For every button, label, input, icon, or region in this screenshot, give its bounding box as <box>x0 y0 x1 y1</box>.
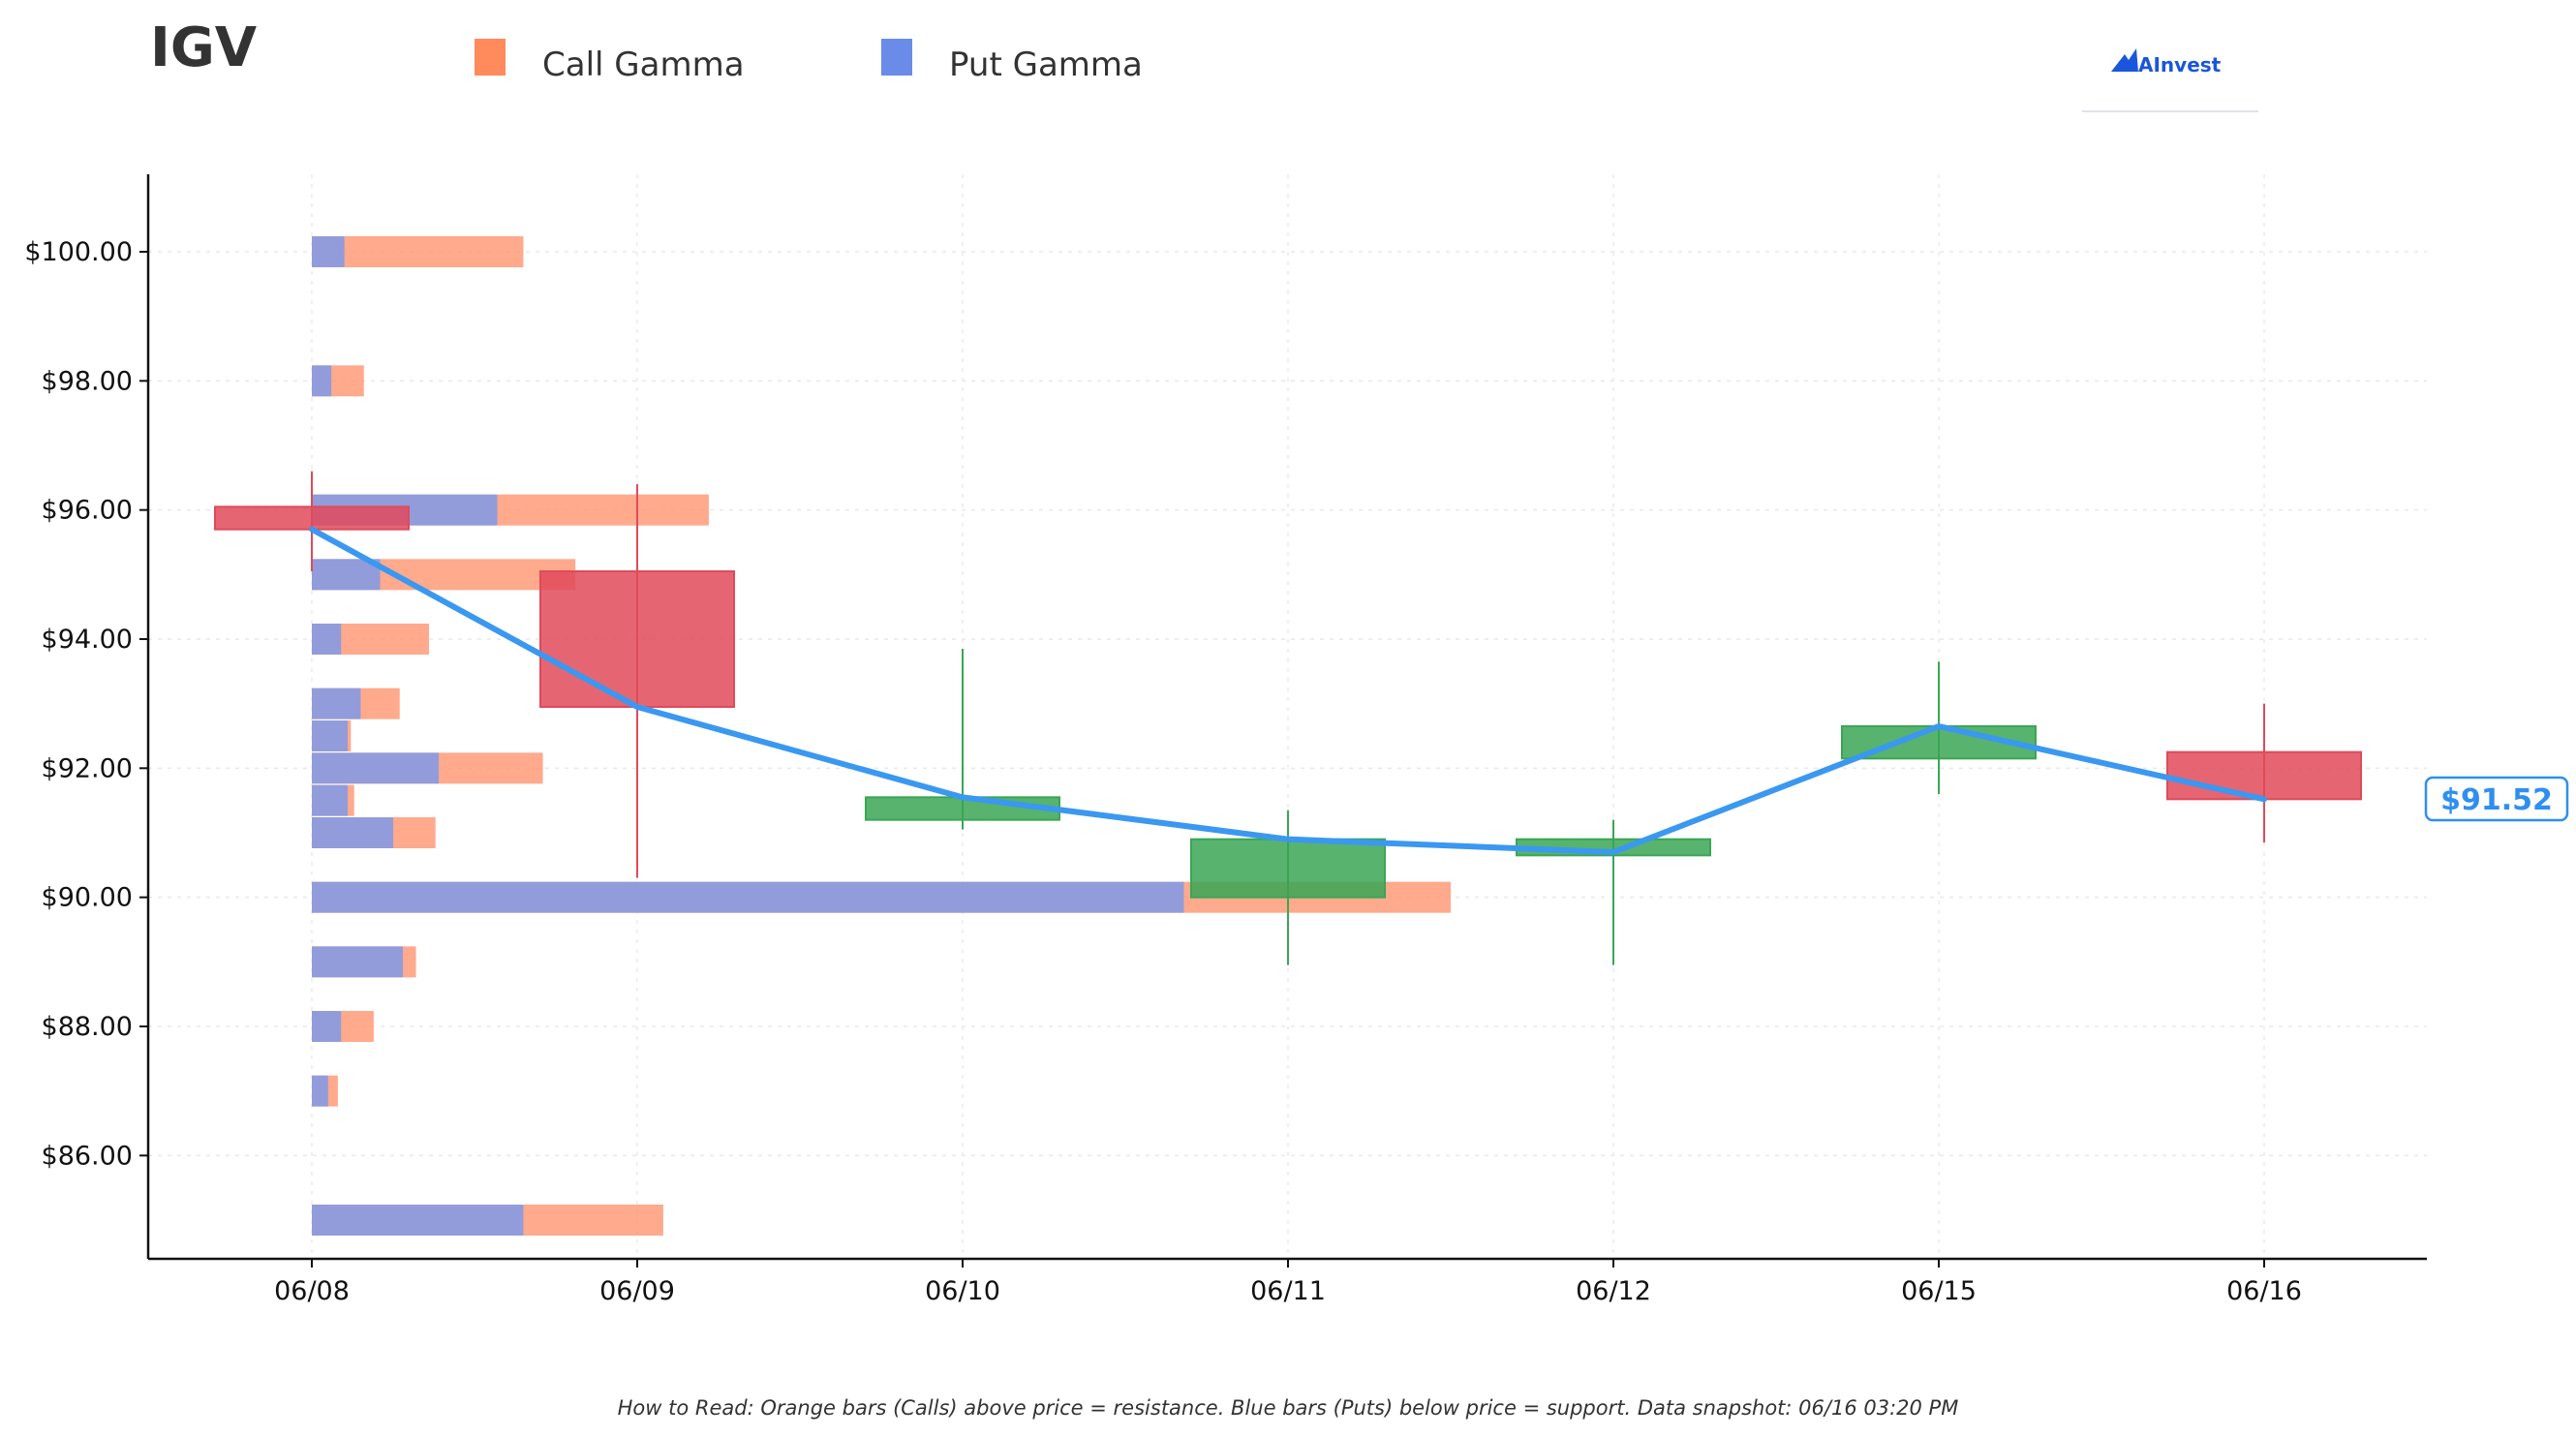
brand-logo: AInvest <box>2082 48 2258 112</box>
put-gamma-bar <box>312 559 381 591</box>
x-tick-label: 06/08 <box>274 1276 350 1306</box>
put-gamma-bar <box>312 1075 328 1107</box>
y-tick-label: $86.00 <box>42 1141 133 1171</box>
candle-body <box>2166 750 2362 801</box>
y-tick-label: $98.00 <box>42 366 133 396</box>
footnote: How to Read: Orange bars (Calls) above p… <box>618 1396 1959 1420</box>
y-tick-label: $90.00 <box>42 883 133 913</box>
close-price-line-group <box>309 526 2267 855</box>
x-tick-label: 06/11 <box>1250 1276 1326 1306</box>
legend-label-call: Call Gamma <box>542 46 745 84</box>
y-tick-labels: $86.00 $88.00 $90.00 $92.00 $94.00 $96.00 $98.… <box>24 237 148 1171</box>
put-gamma-bar <box>312 784 348 816</box>
brand-logo-icon <box>2111 48 2138 72</box>
close-price-line <box>309 526 2267 855</box>
call-gamma-bar <box>312 236 524 267</box>
x-tick-label: 06/16 <box>2226 1276 2302 1306</box>
legend-swatch-put <box>881 39 912 76</box>
candlesticks <box>214 471 2362 965</box>
candle-body <box>214 505 410 531</box>
put-gamma-bar <box>312 720 348 751</box>
gridlines <box>148 174 2427 1259</box>
put-gamma-bar <box>312 236 345 267</box>
price-callout-box <box>2424 776 2569 822</box>
x-tick-label: 06/12 <box>1576 1276 1651 1306</box>
y-tick-label: $96.00 <box>42 496 133 526</box>
put-gamma-bar <box>312 817 393 848</box>
put-gamma-bar <box>312 365 332 397</box>
gamma-bars <box>312 236 1451 1236</box>
put-gamma-bar <box>312 881 1184 913</box>
legend: Call Gamma Put Gamma <box>475 39 1143 84</box>
put-gamma-bar <box>312 688 361 719</box>
x-tick-label: 06/10 <box>925 1276 1000 1306</box>
put-gamma-bar <box>312 946 404 978</box>
put-gamma-bar <box>312 624 342 655</box>
price-callout: $91.52 <box>2424 776 2569 822</box>
y-tick-label: $88.00 <box>42 1012 133 1042</box>
put-gamma-bar <box>312 1011 342 1042</box>
put-gamma-bar <box>312 752 440 784</box>
x-tick-labels: 06/08 06/09 06/10 06/11 06/12 06/15 06/16 <box>274 1259 2302 1306</box>
chart-title: IGV <box>150 16 258 79</box>
brand-name: AInvest <box>2138 53 2222 76</box>
legend-label-put: Put Gamma <box>949 46 1143 84</box>
x-tick-label: 06/15 <box>1901 1276 1977 1306</box>
legend-swatch-call <box>475 39 506 76</box>
current-price-label: $91.52 <box>2440 783 2553 817</box>
candle-body <box>1190 838 1386 899</box>
x-tick-label: 06/09 <box>599 1276 675 1306</box>
put-gamma-bar <box>312 1205 524 1236</box>
candle-body <box>539 570 735 708</box>
y-tick-label: $100.00 <box>24 237 133 267</box>
y-tick-label: $92.00 <box>42 753 133 783</box>
y-tick-label: $94.00 <box>42 625 133 655</box>
